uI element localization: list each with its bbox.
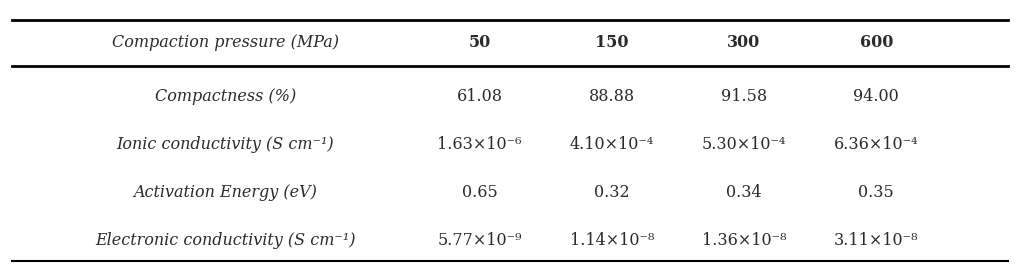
Text: 1.36×10⁻⁸: 1.36×10⁻⁸ — [701, 232, 786, 249]
Text: 6.36×10⁻⁴: 6.36×10⁻⁴ — [834, 136, 917, 153]
Text: 0.32: 0.32 — [593, 184, 629, 201]
Text: 50: 50 — [468, 34, 490, 51]
Text: Activation Energy (eV): Activation Energy (eV) — [133, 184, 317, 201]
Text: 150: 150 — [594, 34, 628, 51]
Text: 300: 300 — [727, 34, 760, 51]
Text: 61.08: 61.08 — [457, 88, 502, 105]
Text: 5.77×10⁻⁹: 5.77×10⁻⁹ — [437, 232, 522, 249]
Text: 600: 600 — [859, 34, 892, 51]
Text: 5.30×10⁻⁴: 5.30×10⁻⁴ — [701, 136, 786, 153]
Text: 88.88: 88.88 — [588, 88, 634, 105]
Text: Compaction pressure (MPa): Compaction pressure (MPa) — [111, 34, 338, 51]
Text: 0.35: 0.35 — [857, 184, 894, 201]
Text: Compactness (%): Compactness (%) — [155, 88, 296, 105]
Text: 1.63×10⁻⁶: 1.63×10⁻⁶ — [437, 136, 522, 153]
Text: 3.11×10⁻⁸: 3.11×10⁻⁸ — [834, 232, 917, 249]
Text: 4.10×10⁻⁴: 4.10×10⁻⁴ — [569, 136, 653, 153]
Text: 0.34: 0.34 — [726, 184, 761, 201]
Text: 0.65: 0.65 — [462, 184, 497, 201]
Text: 91.58: 91.58 — [720, 88, 766, 105]
Text: 94.00: 94.00 — [853, 88, 898, 105]
Text: Electronic conductivity (S cm⁻¹): Electronic conductivity (S cm⁻¹) — [95, 232, 355, 249]
Text: 1.14×10⁻⁸: 1.14×10⁻⁸ — [569, 232, 653, 249]
Text: Ionic conductivity (S cm⁻¹): Ionic conductivity (S cm⁻¹) — [116, 136, 333, 153]
